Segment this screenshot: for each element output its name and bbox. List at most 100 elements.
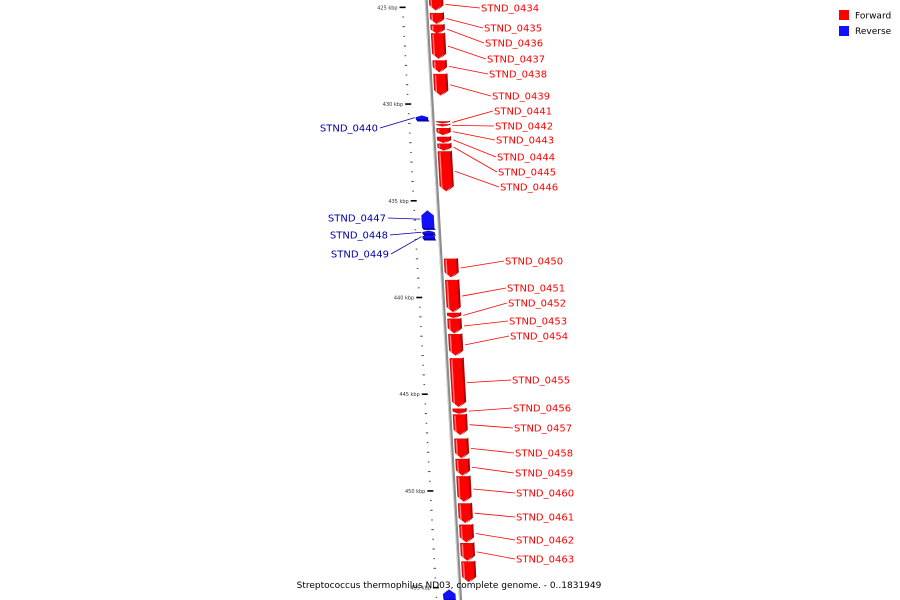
gene-label-STND_0452[interactable]: STND_0452 bbox=[463, 299, 566, 316]
gene-label-STND_0436[interactable]: STND_0436 bbox=[446, 28, 543, 50]
gene-STND_0435[interactable] bbox=[429, 12, 445, 25]
gene-label-text: STND_0442 bbox=[495, 122, 553, 133]
gene-STND_0443[interactable] bbox=[436, 127, 451, 136]
gene-STND_0441[interactable] bbox=[435, 120, 451, 124]
gene-label-STND_0444[interactable]: STND_0444 bbox=[453, 139, 555, 164]
label-leader-line bbox=[452, 110, 494, 123]
gene-STND_0438[interactable] bbox=[432, 59, 448, 73]
gene-STND_0449[interactable] bbox=[422, 234, 437, 241]
gene-body bbox=[415, 115, 429, 120]
gene-label-STND_0451[interactable]: STND_0451 bbox=[462, 284, 565, 297]
gene-label-STND_0458[interactable]: STND_0458 bbox=[470, 447, 573, 460]
gene-label-STND_0456[interactable]: STND_0456 bbox=[468, 404, 571, 415]
gene-label-STND_0442[interactable]: STND_0442 bbox=[452, 122, 553, 133]
gene-label-text: STND_0459 bbox=[515, 469, 573, 480]
gene-label-STND_0455[interactable]: STND_0455 bbox=[467, 376, 570, 387]
label-leader-line bbox=[448, 65, 489, 75]
gene-label-text: STND_0446 bbox=[500, 183, 558, 194]
gene-label-text: STND_0437 bbox=[487, 55, 545, 66]
gene-STND_0439[interactable] bbox=[433, 73, 449, 96]
gene-label-STND_0462[interactable]: STND_0462 bbox=[475, 533, 574, 547]
gene-shine bbox=[432, 34, 436, 56]
gene-STND_0465[interactable] bbox=[443, 589, 457, 600]
gene-side bbox=[462, 437, 470, 459]
gene-label-STND_0438[interactable]: STND_0438 bbox=[448, 65, 547, 81]
gene-STND_0436[interactable] bbox=[430, 23, 445, 34]
gene-STND_0444[interactable] bbox=[436, 135, 452, 144]
gene-label-STND_0439[interactable]: STND_0439 bbox=[449, 84, 550, 103]
gene-STND_0447[interactable] bbox=[421, 210, 436, 230]
gene-STND_0446[interactable] bbox=[437, 150, 454, 192]
label-leader-line bbox=[446, 18, 484, 29]
gene-labels: STND_0434 STND_0435 STND_0436 STND_0437 STND… bbox=[320, 4, 574, 566]
gene-STND_0455[interactable] bbox=[449, 357, 467, 408]
genome-backbone bbox=[424, 0, 463, 600]
gene-side bbox=[464, 475, 472, 503]
gene-label-STND_0457[interactable]: STND_0457 bbox=[469, 424, 573, 435]
gene-shine bbox=[461, 544, 464, 558]
gene-STND_0434[interactable] bbox=[428, 0, 444, 11]
gene-shine bbox=[449, 335, 453, 353]
gene-STND_0454[interactable] bbox=[448, 333, 464, 357]
legend-forward-swatch bbox=[839, 10, 849, 20]
gene-side bbox=[461, 413, 468, 436]
gene-label-STND_0447[interactable]: STND_0447 bbox=[328, 214, 421, 225]
gene-label-text: STND_0435 bbox=[484, 24, 542, 35]
gene-STND_0460[interactable] bbox=[456, 475, 472, 503]
gene-label-text: STND_0444 bbox=[497, 153, 555, 164]
gene-STND_0453[interactable] bbox=[447, 317, 463, 334]
gene-STND_0459[interactable] bbox=[455, 458, 471, 476]
gene-label-STND_0437[interactable]: STND_0437 bbox=[447, 45, 545, 66]
gene-label-STND_0459[interactable]: STND_0459 bbox=[471, 466, 573, 480]
gene-STND_0461[interactable] bbox=[457, 502, 473, 524]
gene-label-STND_0450[interactable]: STND_0450 bbox=[460, 257, 564, 269]
gene-body bbox=[446, 312, 460, 319]
gene-side bbox=[441, 73, 449, 96]
gene-label-text: STND_0436 bbox=[485, 39, 543, 50]
gene-STND_0463[interactable] bbox=[460, 542, 476, 562]
label-leader-line bbox=[473, 488, 516, 494]
gene-STND_0437[interactable] bbox=[430, 32, 447, 60]
gene-STND_0445[interactable] bbox=[437, 142, 452, 151]
gene-STND_0457[interactable] bbox=[452, 413, 468, 436]
gene-STND_0452[interactable] bbox=[446, 311, 462, 319]
gene-STND_0456[interactable] bbox=[452, 407, 467, 415]
label-leader-line bbox=[476, 551, 516, 560]
gene-STND_0464[interactable] bbox=[461, 560, 477, 583]
gene-STND_0462[interactable] bbox=[459, 523, 474, 543]
gene-STND_0451[interactable] bbox=[445, 279, 461, 313]
gene-label-STND_0446[interactable]: STND_0446 bbox=[454, 170, 558, 194]
gene-shine bbox=[457, 477, 461, 499]
gene-STND_0442[interactable] bbox=[436, 123, 451, 127]
gene-label-STND_0443[interactable]: STND_0443 bbox=[452, 131, 554, 147]
gene-label-STND_0440[interactable]: STND_0440 bbox=[320, 117, 415, 135]
gene-label-STND_0445[interactable]: STND_0445 bbox=[453, 146, 556, 179]
gene-side bbox=[452, 257, 459, 278]
gene-label-text: STND_0447 bbox=[328, 214, 386, 225]
gene-side bbox=[436, 0, 444, 11]
gene-label-text: STND_0461 bbox=[516, 513, 574, 524]
gene-side bbox=[444, 142, 452, 151]
gene-label-text: STND_0451 bbox=[507, 284, 565, 295]
gene-label-STND_0460[interactable]: STND_0460 bbox=[473, 489, 574, 500]
gene-label-STND_0453[interactable]: STND_0453 bbox=[463, 317, 567, 328]
gene-STND_0450[interactable] bbox=[443, 257, 459, 278]
gene-STND_0458[interactable] bbox=[454, 437, 470, 459]
gene-label-STND_0454[interactable]: STND_0454 bbox=[464, 332, 568, 346]
gene-label-STND_0463[interactable]: STND_0463 bbox=[476, 551, 574, 566]
gene-label-STND_0449[interactable]: STND_0449 bbox=[331, 236, 422, 261]
gene-side bbox=[454, 311, 462, 319]
legend-reverse-label: Reverse bbox=[855, 27, 892, 37]
gene-label-STND_0435[interactable]: STND_0435 bbox=[446, 18, 542, 35]
gene-side bbox=[469, 560, 477, 583]
gene-body bbox=[429, 12, 443, 25]
gene-label-STND_0448[interactable]: STND_0448 bbox=[330, 231, 422, 242]
gene-STND_0440[interactable] bbox=[415, 115, 430, 122]
label-leader-line bbox=[470, 447, 515, 454]
gene-label-STND_0441[interactable]: STND_0441 bbox=[452, 107, 552, 123]
gene-label-STND_0434[interactable]: STND_0434 bbox=[445, 4, 539, 15]
gene-side bbox=[456, 333, 464, 357]
gene-label-STND_0461[interactable]: STND_0461 bbox=[474, 513, 574, 524]
legend-reverse-swatch bbox=[839, 26, 849, 36]
ruler-label: 445 kbp bbox=[399, 392, 419, 398]
